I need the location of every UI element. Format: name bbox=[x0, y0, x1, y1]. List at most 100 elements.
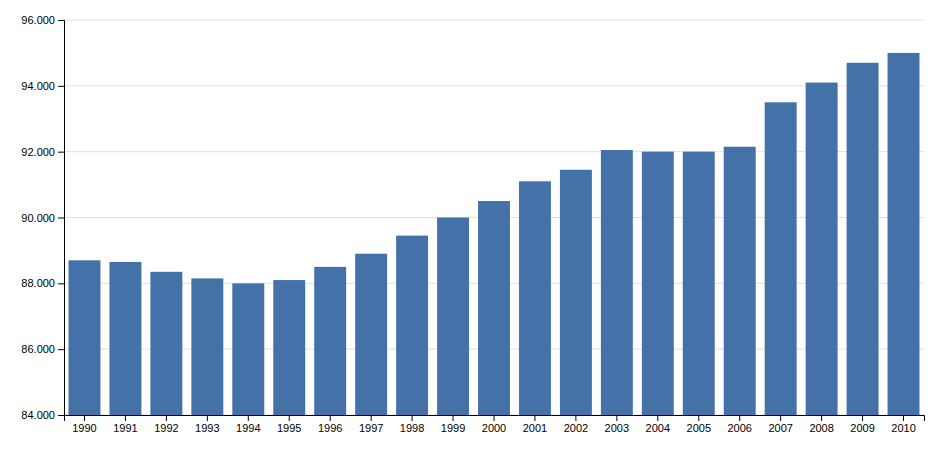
axis-line bbox=[58, 21, 65, 416]
tick: 2003 bbox=[605, 415, 629, 434]
tick-label: 2000 bbox=[482, 422, 506, 434]
grid-line bbox=[64, 85, 924, 86]
bar bbox=[437, 218, 469, 416]
tick: 88.000 bbox=[21, 277, 64, 289]
bar bbox=[560, 170, 592, 415]
tick-label: 1997 bbox=[359, 422, 383, 434]
tick-mark bbox=[739, 415, 740, 421]
tick: 2010 bbox=[891, 415, 915, 434]
tick-mark bbox=[821, 415, 822, 421]
tick-mark bbox=[248, 415, 249, 421]
tick: 1994 bbox=[236, 415, 260, 434]
bar bbox=[191, 278, 223, 415]
tick-mark bbox=[453, 415, 454, 421]
tick: 1995 bbox=[277, 415, 301, 434]
tick-label: 1996 bbox=[318, 422, 342, 434]
tick-mark bbox=[166, 415, 167, 421]
tick-label: 2006 bbox=[727, 422, 751, 434]
tick-mark bbox=[780, 415, 781, 421]
grid-line bbox=[64, 20, 924, 21]
tick-label: 94.000 bbox=[21, 80, 55, 92]
tick-label: 2003 bbox=[605, 422, 629, 434]
tick-label: 1991 bbox=[113, 422, 137, 434]
tick-mark bbox=[289, 415, 290, 421]
tick-mark bbox=[371, 415, 372, 421]
tick-label: 2008 bbox=[809, 422, 833, 434]
tick: 1998 bbox=[400, 415, 424, 434]
tick: 92.000 bbox=[21, 146, 64, 158]
tick-label: 1999 bbox=[441, 422, 465, 434]
axis-line bbox=[65, 416, 925, 422]
tick-mark bbox=[412, 415, 413, 421]
tick: 2000 bbox=[482, 415, 506, 434]
tick-label: 2001 bbox=[523, 422, 547, 434]
tick-mark bbox=[698, 415, 699, 421]
tick: 2002 bbox=[564, 415, 588, 434]
tick: 86.000 bbox=[21, 343, 64, 355]
tick-label: 1992 bbox=[154, 422, 178, 434]
tick-label: 2005 bbox=[687, 422, 711, 434]
tick: 1992 bbox=[154, 415, 178, 434]
tick-label: 2009 bbox=[850, 422, 874, 434]
tick-label: 86.000 bbox=[21, 343, 55, 355]
chart-container: 84.000 86.000 88.000 90.000 92.000 94.000 96.0… bbox=[0, 0, 944, 455]
tick: 2007 bbox=[768, 415, 792, 434]
tick-mark bbox=[58, 218, 64, 219]
tick-label: 90.000 bbox=[21, 212, 55, 224]
bar bbox=[642, 152, 674, 415]
tick: 2004 bbox=[646, 415, 670, 434]
bar bbox=[806, 83, 838, 415]
bar bbox=[478, 201, 510, 415]
tick-mark bbox=[84, 415, 85, 421]
tick: 90.000 bbox=[21, 212, 64, 224]
tick: 1997 bbox=[359, 415, 383, 434]
bar bbox=[109, 262, 141, 415]
tick-label: 1995 bbox=[277, 422, 301, 434]
tick: 84.000 bbox=[21, 409, 64, 421]
tick-label: 88.000 bbox=[21, 277, 55, 289]
tick-label: 2004 bbox=[646, 422, 670, 434]
tick-mark bbox=[494, 415, 495, 421]
tick: 96.000 bbox=[21, 14, 64, 26]
tick-label: 1998 bbox=[400, 422, 424, 434]
tick: 2006 bbox=[727, 415, 751, 434]
bar bbox=[601, 150, 633, 415]
tick-mark bbox=[58, 152, 64, 153]
tick-mark bbox=[58, 86, 64, 87]
tick: 2005 bbox=[687, 415, 711, 434]
tick-mark bbox=[575, 415, 576, 421]
bar bbox=[150, 272, 182, 415]
tick-label: 84.000 bbox=[21, 409, 55, 421]
tick-mark bbox=[657, 415, 658, 421]
bar bbox=[847, 63, 879, 415]
tick: 2008 bbox=[809, 415, 833, 434]
tick-label: 1990 bbox=[72, 422, 96, 434]
tick: 2009 bbox=[850, 415, 874, 434]
bar bbox=[232, 283, 264, 415]
bar bbox=[273, 280, 305, 415]
tick-label: 2007 bbox=[768, 422, 792, 434]
tick-mark bbox=[207, 415, 208, 421]
bars bbox=[69, 53, 920, 415]
tick-label: 2010 bbox=[891, 422, 915, 434]
tick-mark bbox=[330, 415, 331, 421]
bar bbox=[765, 102, 797, 415]
bar bbox=[888, 53, 920, 415]
tick: 1996 bbox=[318, 415, 342, 434]
bar bbox=[396, 236, 428, 415]
tick-mark bbox=[862, 415, 863, 421]
tick-label: 1994 bbox=[236, 422, 260, 434]
tick-label: 2002 bbox=[564, 422, 588, 434]
tick-mark bbox=[58, 20, 64, 21]
plot: 84.000 86.000 88.000 90.000 92.000 94.000 96.0… bbox=[21, 14, 924, 434]
tick: 2001 bbox=[523, 415, 547, 434]
tick: 1999 bbox=[441, 415, 465, 434]
tick-mark bbox=[903, 415, 904, 421]
tick-mark bbox=[534, 415, 535, 421]
bar bbox=[314, 267, 346, 415]
y-axis: 84.000 86.000 88.000 90.000 92.000 94.000 96.0… bbox=[21, 14, 64, 421]
tick-label: 96.000 bbox=[21, 14, 55, 26]
bar bbox=[683, 152, 715, 415]
tick-mark bbox=[125, 415, 126, 421]
bar bbox=[69, 260, 101, 415]
